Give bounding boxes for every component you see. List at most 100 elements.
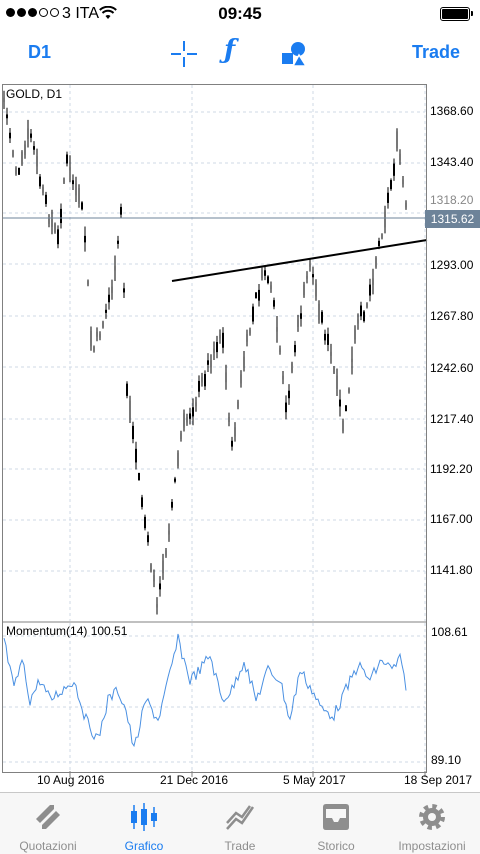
candle xyxy=(291,363,293,372)
tab-quotazioni[interactable]: Quotazioni xyxy=(0,793,96,854)
candle xyxy=(213,348,215,353)
date-tick: 21 Dec 2016 xyxy=(160,773,229,787)
candle xyxy=(186,417,188,423)
price-tick: 1217.40 xyxy=(430,412,474,426)
candle xyxy=(132,425,134,440)
period-button[interactable]: D1 xyxy=(28,42,52,62)
candle xyxy=(378,240,380,247)
candle xyxy=(261,270,263,278)
candle xyxy=(123,288,125,293)
candle xyxy=(99,333,101,338)
candle xyxy=(111,286,113,293)
candle xyxy=(285,402,287,413)
price-series xyxy=(3,90,407,615)
candle xyxy=(246,334,248,342)
candle xyxy=(360,305,362,317)
objects-icon[interactable] xyxy=(280,40,308,68)
candle xyxy=(243,356,245,366)
candle xyxy=(15,167,17,175)
candle xyxy=(42,186,44,193)
candle xyxy=(318,303,320,321)
tab-grafico[interactable]: Grafico xyxy=(96,793,192,854)
candle xyxy=(156,604,158,608)
candle xyxy=(180,433,182,439)
candle xyxy=(270,285,272,290)
date-tick: 10 Aug 2016 xyxy=(37,773,105,787)
candle xyxy=(327,333,329,345)
candle xyxy=(183,413,185,428)
candle xyxy=(345,405,347,412)
candle xyxy=(240,374,242,384)
candle xyxy=(363,311,365,322)
candle xyxy=(102,322,104,328)
symbol-title: GOLD, D1 xyxy=(6,87,63,101)
candle xyxy=(216,342,218,353)
candle xyxy=(174,478,176,482)
momentum-title: Momentum(14) 100.51 xyxy=(6,624,128,638)
chart-toolbar: D1 ƒ Trade xyxy=(0,30,480,80)
date-tick: 18 Sep 2017 xyxy=(404,773,473,787)
candle xyxy=(264,270,266,276)
chart-icon xyxy=(131,803,157,831)
price-tick: 1192.20 xyxy=(430,462,473,476)
candle xyxy=(39,176,41,187)
price-chart[interactable] xyxy=(0,0,480,792)
momentum-line xyxy=(3,633,407,748)
history-icon xyxy=(323,804,349,830)
carrier-name: 3 ITA xyxy=(62,5,100,22)
candle xyxy=(27,128,29,139)
candle xyxy=(204,374,206,387)
candle xyxy=(72,180,74,185)
crosshair-icon[interactable] xyxy=(170,40,198,68)
candle xyxy=(249,329,251,334)
candle xyxy=(258,289,260,301)
candle xyxy=(255,292,257,299)
candle xyxy=(369,284,371,296)
candle xyxy=(192,407,194,417)
candle xyxy=(381,234,383,239)
candle xyxy=(63,178,65,183)
candle xyxy=(366,303,368,308)
candle xyxy=(201,376,203,383)
current-price-badge: 1315.62 xyxy=(425,210,480,228)
candle xyxy=(150,564,152,572)
candle xyxy=(390,180,392,190)
price-tick: 1343.40 xyxy=(430,155,474,169)
signal-icon xyxy=(6,8,61,17)
candle xyxy=(276,327,278,332)
candle xyxy=(297,319,299,327)
candle xyxy=(87,281,89,285)
tab-storico[interactable]: Storico xyxy=(288,793,384,854)
candle xyxy=(54,224,56,233)
candle xyxy=(3,97,5,103)
candle xyxy=(330,351,332,356)
candle xyxy=(225,372,227,383)
candle xyxy=(48,217,50,224)
candle xyxy=(282,375,284,380)
tab-impostazioni[interactable]: Impostazioni xyxy=(384,793,480,854)
candle xyxy=(198,380,200,392)
candle xyxy=(279,348,281,353)
price-tick: 1293.00 xyxy=(430,258,474,272)
candle xyxy=(372,278,374,285)
candle xyxy=(114,266,116,271)
tab-trade[interactable]: Trade xyxy=(192,793,288,854)
candle xyxy=(36,156,38,167)
candle xyxy=(84,235,86,243)
candle xyxy=(357,319,359,324)
candle xyxy=(207,360,209,365)
price-tick: 1267.80 xyxy=(430,309,474,323)
candle xyxy=(24,144,26,155)
trade-button[interactable]: Trade xyxy=(411,42,460,62)
candle xyxy=(93,346,95,352)
settings-icon xyxy=(419,804,445,830)
indicators-icon[interactable]: ƒ xyxy=(224,35,236,65)
candle xyxy=(117,240,119,244)
candle xyxy=(9,132,11,139)
candle xyxy=(141,497,143,507)
candle xyxy=(333,367,335,373)
price-tick: 1242.60 xyxy=(430,361,474,375)
candle xyxy=(384,211,386,228)
candle xyxy=(393,163,395,176)
